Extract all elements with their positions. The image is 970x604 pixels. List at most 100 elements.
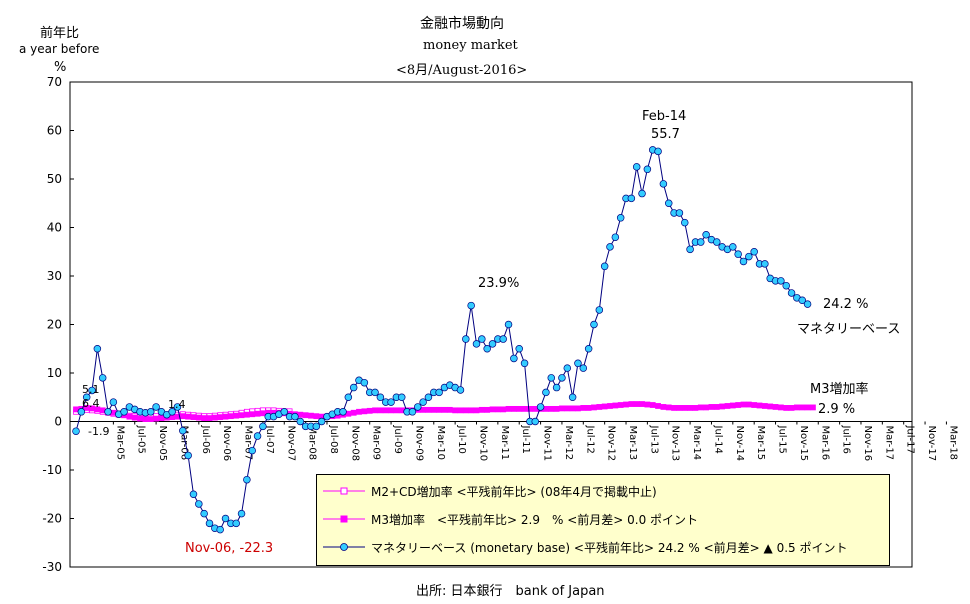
- m3-point: [617, 402, 624, 408]
- y-axis-label-jp: 前年比: [40, 26, 80, 41]
- m3-point: [478, 406, 485, 413]
- m3-point: [206, 415, 213, 422]
- m3-point: [142, 416, 149, 422]
- monetary-base-point: [782, 281, 790, 290]
- monetary-base-line: [75, 149, 808, 531]
- m3-point: [361, 408, 368, 415]
- annotation-m3-name: M3増加率: [810, 382, 869, 397]
- m3-point: [676, 405, 683, 411]
- m3-point: [153, 415, 160, 422]
- x-tick-label: Mar-10: [435, 426, 446, 461]
- x-tick-label: Mar-12: [563, 426, 574, 461]
- annotation-early-d: 5.1: [82, 383, 100, 396]
- monetary-base-point: [520, 359, 529, 368]
- monetary-base-point: [478, 335, 486, 343]
- monetary-base-point: [296, 417, 305, 426]
- m3-point: [233, 412, 240, 419]
- y-tick-label: -10: [42, 463, 62, 477]
- m3-point: [222, 413, 229, 420]
- monetary-base-point: [675, 209, 684, 217]
- m3-point: [484, 406, 491, 413]
- monetary-base-point: [317, 417, 326, 426]
- m3-point: [559, 405, 565, 412]
- monetary-base-point: [787, 289, 796, 297]
- monetary-base-point: [200, 509, 208, 518]
- m3-point: [131, 414, 138, 421]
- chart-title-en: money market: [423, 38, 518, 53]
- monetary-base-point: [595, 306, 604, 314]
- x-tick-label: Jul-12: [584, 425, 595, 454]
- legend-box: M2+CD増加率 <平残前年比> (08年4月で掲載中止) M3増加率 <平残前…: [316, 474, 890, 566]
- x-tick-label: Nov-15: [798, 426, 809, 462]
- monetary-base-point: [414, 403, 422, 411]
- monetary-base-point: [360, 378, 369, 387]
- m3-point: [639, 401, 645, 407]
- m3-point: [249, 411, 256, 418]
- x-tick-label: Nov-06: [221, 426, 232, 462]
- monetary-base-point: [558, 374, 566, 382]
- m3-point: [382, 407, 389, 414]
- legend-label-m3: M3増加率 <平残前年比> 2.9 % <前月差> 0.0 ポイント: [371, 513, 699, 527]
- x-tick-label: Nov-13: [670, 426, 681, 462]
- m3-point: [713, 404, 720, 410]
- monetary-base-point: [681, 218, 689, 227]
- m3-point: [217, 414, 224, 421]
- m3-point: [126, 413, 133, 420]
- monetary-base-point: [713, 238, 721, 246]
- monetary-base-point: [93, 345, 102, 353]
- m3-point: [201, 415, 208, 422]
- monetary-base-point: [654, 147, 662, 156]
- x-tick-label: Mar-14: [691, 426, 702, 461]
- monetary-base-point: [472, 340, 481, 348]
- monetary-base-point: [734, 250, 742, 258]
- m3-point: [591, 404, 597, 411]
- m3-point: [601, 403, 608, 410]
- monetary-base-point: [536, 403, 545, 411]
- x-tick-label: Nov-08: [349, 426, 360, 462]
- monetary-base-point: [627, 194, 636, 203]
- chart-title-period: <8月/August-2016>: [396, 63, 528, 78]
- m3-point: [436, 406, 443, 413]
- x-tick-label: Nov-10: [478, 426, 489, 462]
- m3-point: [377, 407, 384, 414]
- m3-point: [510, 405, 517, 412]
- monetary-base-point: [253, 432, 262, 440]
- annotation-mid-peak: 23.9%: [478, 276, 520, 291]
- x-tick-label: Nov-14: [734, 426, 745, 462]
- m3-point: [761, 403, 768, 409]
- m3-point: [564, 405, 571, 412]
- monetary-base-point: [98, 374, 107, 382]
- monetary-base-point: [600, 262, 609, 271]
- monetary-base-point: [483, 345, 491, 353]
- monetary-base-point: [510, 354, 518, 363]
- m3-point: [783, 405, 790, 411]
- m3-point: [671, 405, 677, 411]
- m3-point: [420, 406, 427, 413]
- m3-point: [745, 401, 752, 408]
- m3-point: [703, 404, 710, 411]
- legend-item-m3: M3増加率 <平残前年比> 2.9 % <前月差> 0.0 ポイント: [317, 509, 889, 529]
- m3-point: [777, 404, 784, 411]
- annotation-low: Nov-06, -22.3: [185, 541, 274, 556]
- m3-point: [457, 407, 464, 414]
- m3-point: [569, 405, 576, 412]
- x-tick-label: Jul-13: [648, 425, 659, 454]
- monetary-base-point: [195, 500, 203, 508]
- m3-point: [804, 404, 811, 411]
- monetary-base-point: [488, 340, 497, 348]
- monetary-base-point: [579, 364, 588, 372]
- m3-point: [468, 407, 475, 414]
- m3-point: [644, 401, 651, 408]
- m3-point: [548, 405, 555, 412]
- monetary-base-point: [531, 417, 539, 426]
- m3-point: [724, 403, 731, 409]
- x-tick-label: Mar-16: [819, 426, 830, 461]
- legend-marker-monetary-base: [323, 543, 365, 551]
- m3-point: [767, 403, 774, 410]
- chart-title-jp: 金融市場動向: [420, 16, 504, 32]
- monetary-base-point: [419, 398, 427, 406]
- m3-point: [254, 410, 261, 417]
- m3-point: [137, 415, 143, 422]
- monetary-base-point: [147, 408, 155, 416]
- m3-point: [708, 404, 715, 410]
